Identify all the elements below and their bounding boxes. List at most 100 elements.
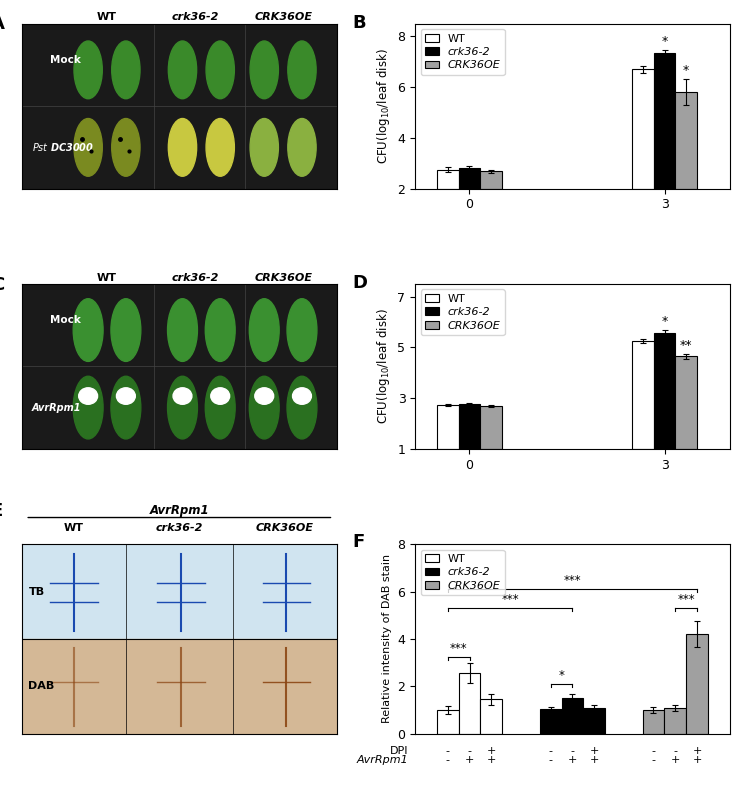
Ellipse shape (168, 118, 197, 176)
Bar (686, 634, 708, 734)
Ellipse shape (74, 118, 102, 176)
Text: +: + (692, 746, 702, 756)
Ellipse shape (249, 299, 279, 361)
Text: *: * (683, 65, 689, 77)
Text: F: F (352, 533, 365, 551)
Text: D: D (352, 274, 367, 292)
Legend: WT, crk36-2, CRK36OE: WT, crk36-2, CRK36OE (421, 550, 505, 595)
Bar (664, 708, 686, 734)
Ellipse shape (288, 41, 316, 99)
Ellipse shape (206, 118, 234, 176)
Text: -: - (652, 746, 655, 756)
Ellipse shape (206, 41, 234, 99)
Ellipse shape (293, 387, 312, 404)
Ellipse shape (288, 118, 316, 176)
Bar (458, 168, 481, 189)
Text: AvrRpm1: AvrRpm1 (150, 503, 209, 517)
Y-axis label: Relative intensity of DAB stain: Relative intensity of DAB stain (382, 555, 392, 724)
Text: crk36-2: crk36-2 (156, 523, 203, 533)
Bar (562, 698, 583, 734)
Text: -: - (548, 746, 553, 756)
Text: +: + (465, 754, 474, 765)
Bar (675, 92, 697, 189)
Text: **: ** (680, 338, 693, 352)
Text: +: + (692, 754, 702, 765)
Text: E: E (0, 503, 3, 521)
Bar (458, 405, 481, 449)
Ellipse shape (249, 376, 279, 439)
Text: ***: *** (501, 593, 519, 606)
Text: ***: *** (564, 574, 581, 587)
Text: $Pst$ DC3000: $Pst$ DC3000 (32, 141, 94, 153)
Legend: WT, crk36-2, CRK36OE: WT, crk36-2, CRK36OE (421, 29, 505, 75)
Text: WT: WT (64, 523, 84, 533)
Ellipse shape (206, 299, 235, 361)
Text: CRK36OE: CRK36OE (254, 13, 312, 22)
Text: +: + (590, 754, 599, 765)
Text: TB: TB (29, 586, 44, 596)
Ellipse shape (211, 387, 230, 404)
Text: +: + (671, 754, 680, 765)
Text: WT: WT (97, 13, 117, 22)
Text: *: * (661, 35, 668, 48)
Bar (22, 639, 337, 734)
Text: Mock: Mock (50, 315, 81, 325)
Text: crk36-2: crk36-2 (172, 272, 219, 282)
Ellipse shape (287, 376, 317, 439)
Ellipse shape (111, 376, 141, 439)
Ellipse shape (250, 118, 279, 176)
Ellipse shape (206, 376, 235, 439)
Text: +: + (486, 746, 496, 756)
Text: crk36-2: crk36-2 (172, 13, 219, 22)
Bar (481, 699, 502, 734)
Text: ***: *** (450, 641, 467, 655)
Ellipse shape (287, 299, 317, 361)
Text: AvrRpm1: AvrRpm1 (32, 402, 81, 413)
Text: -: - (673, 746, 677, 756)
Ellipse shape (79, 387, 97, 404)
Text: WT: WT (97, 272, 117, 282)
Bar (654, 53, 675, 189)
Ellipse shape (250, 41, 279, 99)
Bar (437, 170, 458, 189)
Legend: WT, crk36-2, CRK36OE: WT, crk36-2, CRK36OE (421, 290, 505, 335)
Bar (481, 171, 502, 189)
Ellipse shape (74, 41, 102, 99)
Ellipse shape (112, 41, 140, 99)
Bar (675, 356, 697, 449)
Text: *: * (661, 315, 668, 328)
Text: *: * (559, 669, 565, 682)
Text: -: - (446, 754, 450, 765)
Bar (583, 708, 605, 734)
Ellipse shape (255, 387, 273, 404)
Text: -: - (570, 746, 574, 756)
Bar (458, 673, 481, 734)
Ellipse shape (168, 41, 197, 99)
Text: -: - (652, 754, 655, 765)
Y-axis label: CFU(log$_{10}$/leaf disk): CFU(log$_{10}$/leaf disk) (375, 48, 392, 164)
Text: ***: *** (677, 593, 695, 606)
Bar (437, 710, 458, 734)
Text: -: - (548, 754, 553, 765)
Ellipse shape (111, 299, 141, 361)
Text: DPI: DPI (390, 746, 408, 756)
Ellipse shape (112, 118, 140, 176)
Text: C: C (0, 275, 4, 294)
Text: +: + (567, 754, 577, 765)
Bar (632, 341, 654, 449)
Bar (654, 333, 675, 449)
Ellipse shape (73, 299, 103, 361)
Bar (437, 406, 458, 449)
Text: CRK36OE: CRK36OE (256, 523, 314, 533)
Ellipse shape (167, 299, 198, 361)
Text: -: - (467, 746, 472, 756)
Bar (539, 709, 562, 734)
Text: AvrRpm1: AvrRpm1 (357, 754, 408, 765)
Text: CRK36OE: CRK36OE (254, 272, 312, 282)
Text: -: - (446, 746, 450, 756)
Text: +: + (486, 754, 496, 765)
Ellipse shape (73, 376, 103, 439)
Text: DAB: DAB (29, 682, 55, 691)
Bar (632, 69, 654, 189)
Y-axis label: CFU(log$_{10}$/leaf disk): CFU(log$_{10}$/leaf disk) (375, 308, 392, 424)
